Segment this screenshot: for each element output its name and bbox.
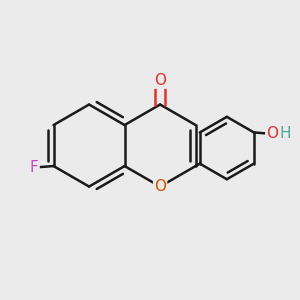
Text: O: O — [154, 73, 166, 88]
Text: O: O — [266, 126, 278, 141]
Text: F: F — [30, 160, 39, 175]
Text: O: O — [154, 179, 166, 194]
Text: H: H — [279, 126, 291, 141]
